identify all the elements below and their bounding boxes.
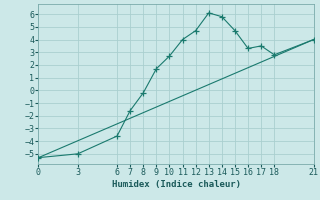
X-axis label: Humidex (Indice chaleur): Humidex (Indice chaleur) <box>111 180 241 189</box>
